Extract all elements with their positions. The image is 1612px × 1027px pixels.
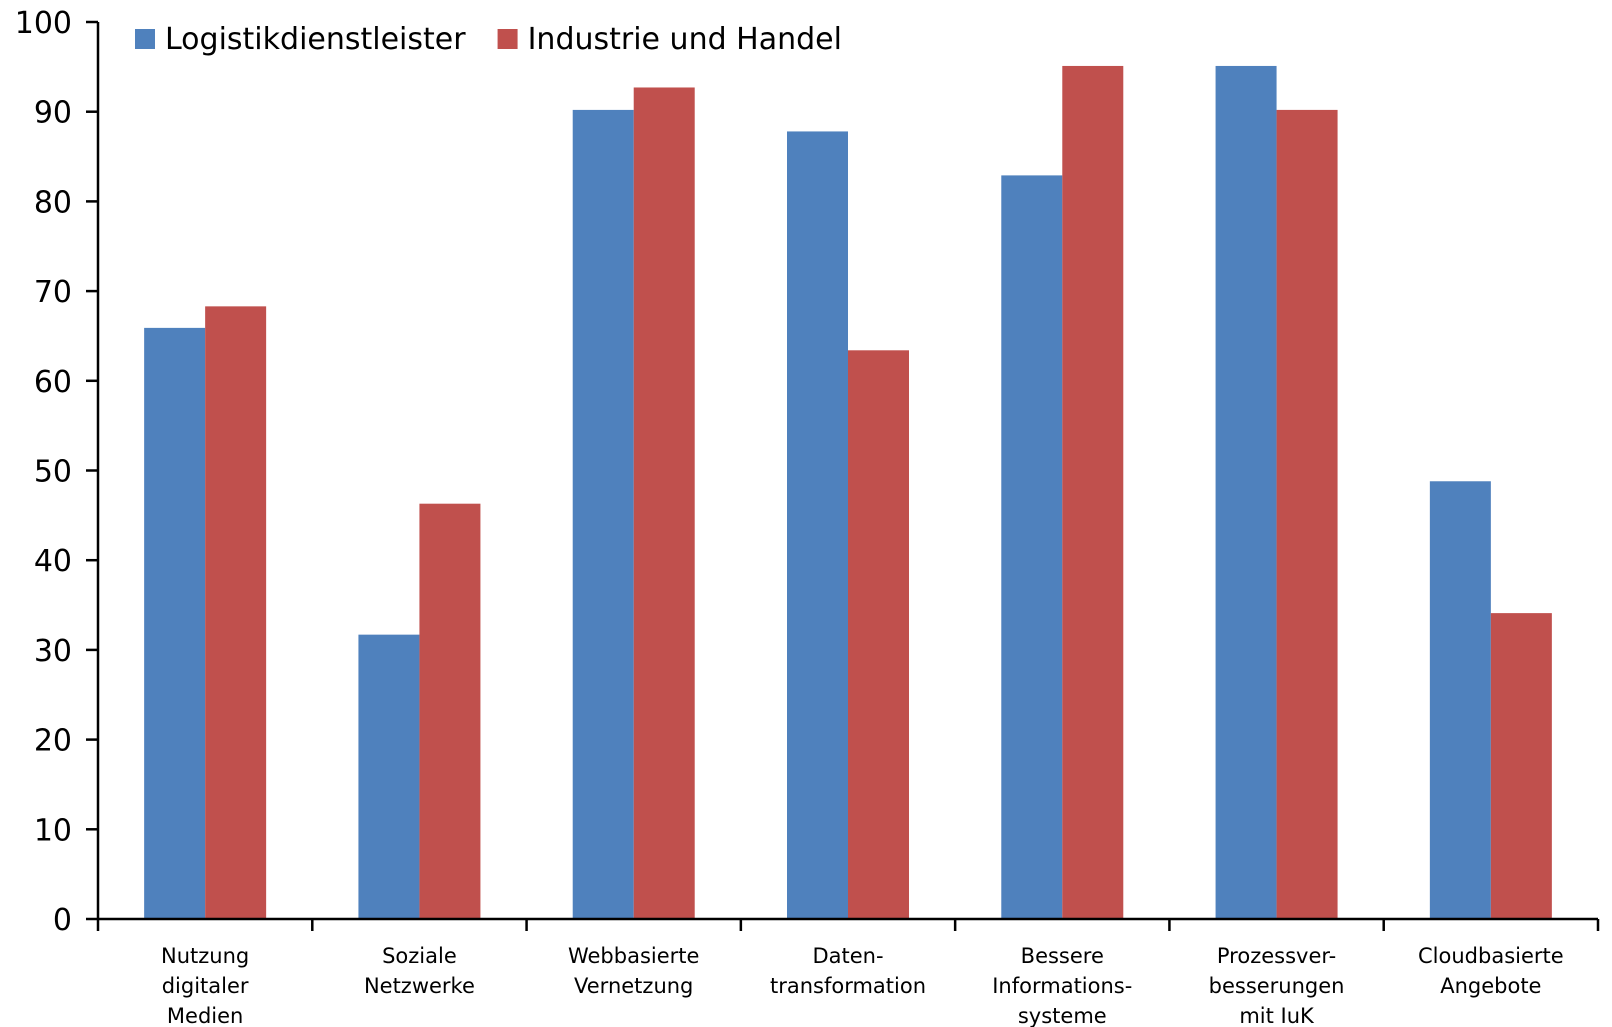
- x-tick-label-line: Cloudbasierte: [1418, 944, 1564, 968]
- x-tick-label-line: systeme: [1018, 1004, 1107, 1027]
- x-tick-label: Cloudbasierte Angebote: [1418, 944, 1564, 998]
- x-tick-label-line: Medien: [167, 1004, 243, 1027]
- y-tick-label: 30: [34, 634, 72, 669]
- x-tick-label: Daten-transformation: [770, 944, 926, 998]
- x-tick-label-line: Vernetzung: [574, 974, 693, 998]
- bar-logistikdienstleister-0: [144, 327, 206, 919]
- bar-industrie-und-handel-6: [1490, 613, 1552, 919]
- y-tick-label: 80: [34, 185, 72, 220]
- y-tick-label: 100: [15, 6, 72, 41]
- x-tick-label-line: Soziale: [382, 944, 457, 968]
- x-tick-label-line: Informations-: [992, 974, 1132, 998]
- x-tick-label: Webbasierte Vernetzung: [568, 944, 699, 998]
- x-tick-label-line: mit IuK: [1239, 1004, 1315, 1027]
- bar-industrie-und-handel-4: [1062, 65, 1124, 919]
- legend-label: Industrie und Handel: [528, 22, 842, 57]
- x-tick-label-line: Daten-: [812, 944, 883, 968]
- bar-industrie-und-handel-2: [633, 87, 695, 919]
- x-tick-label: Soziale Netzwerke: [364, 944, 475, 998]
- bars-group: [144, 65, 1552, 920]
- bar-industrie-und-handel-0: [205, 306, 267, 919]
- x-tick-label-line: Nutzung: [161, 944, 249, 968]
- y-tick-label: 20: [34, 724, 72, 759]
- y-tick-label: 60: [34, 365, 72, 400]
- y-tick-label: 10: [34, 813, 72, 848]
- bar-logistikdienstleister-3: [787, 131, 848, 919]
- bar-logistikdienstleister-1: [358, 634, 420, 919]
- y-tick-label: 70: [34, 275, 72, 310]
- y-tick-label: 40: [34, 544, 72, 579]
- bar-logistikdienstleister-5: [1215, 65, 1277, 919]
- x-tick-label-line: besserungen: [1209, 974, 1345, 998]
- bar-industrie-und-handel-5: [1276, 109, 1338, 919]
- legend: Logistikdienstleister Industrie und Hande…: [135, 22, 842, 57]
- bar-industrie-und-handel-1: [419, 503, 481, 919]
- bar-logistikdienstleister-6: [1429, 481, 1491, 919]
- legend-swatch: [497, 29, 518, 49]
- x-tick-label: Prozessver-besserungen mit IuK: [1209, 944, 1345, 1027]
- x-tick-label-line: digitaler: [162, 974, 249, 998]
- x-tick-label: Nutzung digitaler Medien: [161, 944, 249, 1027]
- x-tick-label-line: transformation: [770, 974, 926, 998]
- x-tick-label: Bessere Informations-systeme: [992, 944, 1132, 1027]
- x-tick-label-line: Bessere: [1021, 944, 1104, 968]
- x-tick-label-line: Webbasierte: [568, 944, 699, 968]
- x-tick-label-line: Prozessver-: [1217, 944, 1336, 968]
- bar-logistikdienstleister-4: [1001, 175, 1063, 920]
- legend-label: Logistikdienstleister: [165, 22, 466, 57]
- y-tick-label: 0: [53, 903, 72, 938]
- bar-industrie-und-handel-3: [848, 350, 909, 919]
- legend-swatch: [135, 29, 155, 49]
- bar-logistikdienstleister-2: [572, 109, 634, 919]
- x-tick-label-line: Angebote: [1440, 974, 1541, 998]
- axes-group: 0 10 20 30 40 50 60 70 80 90 100 Nutzung digitaler Me…: [15, 6, 1600, 1027]
- y-tick-label: 50: [34, 455, 72, 490]
- x-tick-label-line: Netzwerke: [364, 974, 475, 998]
- y-tick-label: 90: [34, 96, 72, 131]
